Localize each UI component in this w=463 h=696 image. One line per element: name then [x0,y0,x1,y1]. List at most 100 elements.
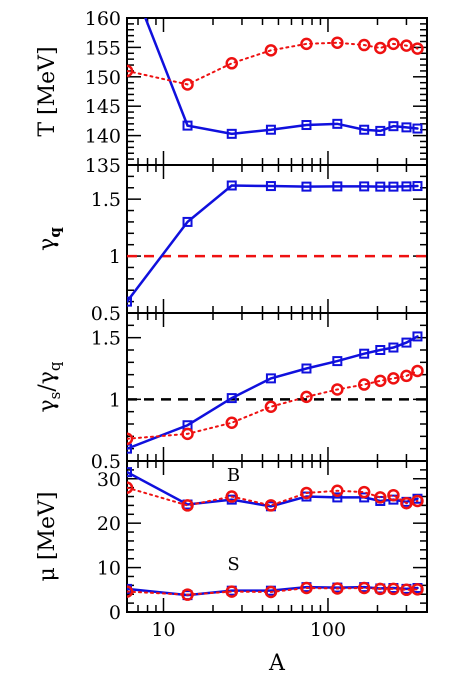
panel-2: 0.5 1 1.5 γq [35,164,428,325]
series-line [127,369,419,440]
y-tick-label: 20 [97,513,121,535]
y-tick-label: 140 [85,126,121,148]
data-point [225,416,238,430]
series-red [127,481,424,512]
panel-3: 0.5 1 1.5 γs/γq [35,312,428,473]
data-point [387,372,400,385]
data-point [265,181,276,192]
panel-1: 135 140 145 150 155 160 T [MeV] [35,8,428,177]
data-point [359,492,370,503]
data-point [301,120,312,131]
data-point [300,390,313,404]
data-point [264,499,278,512]
data-point [301,181,312,192]
data-point [400,39,413,52]
data-point [401,337,412,348]
data-point [225,57,238,70]
panel-4: 0 10 20 30 B Sμ [MeV] [35,460,428,624]
data-point [411,583,424,596]
series-line [127,486,419,507]
data-point [388,121,399,132]
data-point [127,296,132,307]
data-point [388,181,399,192]
data-point [387,488,400,502]
y-axis-label: μ [MeV] [35,492,60,582]
series-blue [144,18,423,139]
data-point [127,443,132,454]
data-point [331,484,344,498]
series-line [127,335,419,450]
y-axis-label: γs/γq [35,361,64,412]
data-point [265,124,276,135]
data-point [374,491,387,504]
y-tick-label: 30 [97,469,121,491]
data-point [375,345,386,355]
data-point [127,432,134,446]
series-blue [127,331,423,454]
data-point [388,342,399,353]
data-point [357,378,371,391]
data-point [411,42,424,55]
data-point [400,369,413,383]
data-point [332,181,343,192]
panel-frame [126,17,428,166]
data-point [332,356,343,367]
panel-frame [126,312,428,462]
series-line [144,18,419,136]
data-point [357,581,371,595]
data-point [359,124,370,135]
series-red [127,364,424,446]
y-tick-label: 1.5 [91,328,121,350]
data-point [412,331,423,342]
y-tick-label: 160 [85,8,121,30]
x-axis-label: A [268,651,286,676]
series-red [127,36,424,91]
data-point [181,427,194,441]
y-tick-label: 155 [85,37,121,59]
data-point [375,181,386,192]
data-point [332,492,343,503]
data-point [127,64,134,78]
y-tick-label: 1 [109,389,121,411]
data-point [182,216,193,227]
series-red [127,581,424,601]
data-point [181,588,194,601]
data-point [264,400,278,413]
y-tick-label: 0 [109,602,121,624]
data-point [300,581,313,595]
data-point [181,499,194,512]
data-point [412,123,423,134]
y-axis-label: γq [35,227,64,251]
data-point [331,582,344,595]
data-point [226,393,237,404]
data-point [375,125,386,136]
data-point [401,181,412,192]
data-point [359,348,370,359]
x-tick-label: 100 [310,619,346,641]
data-point [401,122,412,133]
y-tick-label: 1.5 [91,189,121,211]
data-point [412,181,423,192]
data-point [300,486,313,500]
y-tick-label: 10 [97,558,121,580]
data-point [387,37,400,51]
data-point [226,180,237,191]
data-point [300,37,313,51]
data-point [181,78,194,91]
data-point [264,44,278,57]
data-point [374,41,387,55]
data-point [301,363,312,374]
data-point [127,481,134,494]
series-blue [127,180,423,307]
series-line [127,184,419,303]
panel-frame [126,460,428,613]
data-point [357,38,371,52]
y-tick-label: 150 [85,67,121,89]
data-point [400,496,413,510]
y-tick-label: 0.5 [91,451,121,473]
data-point [332,118,343,129]
data-point [265,373,276,384]
annotation-s: S [227,554,239,575]
data-point [331,36,344,49]
data-point [127,467,132,478]
